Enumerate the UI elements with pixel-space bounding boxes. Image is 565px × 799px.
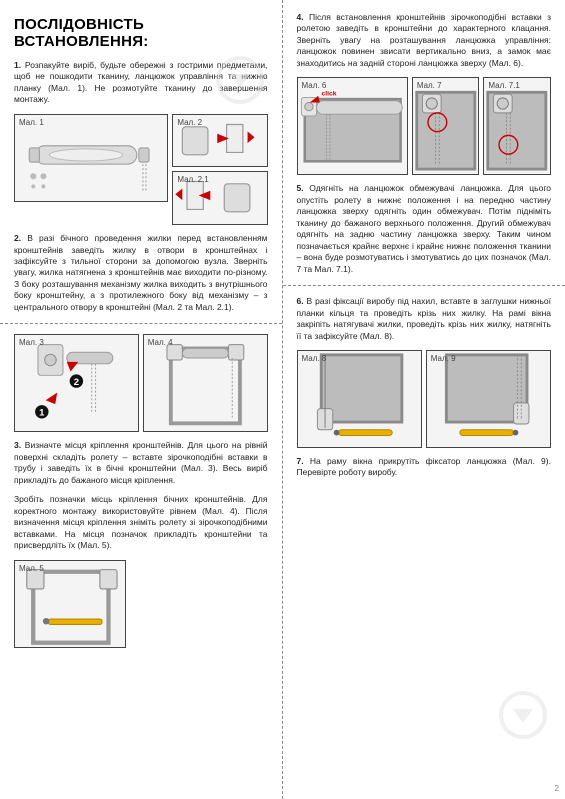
figure-label: Мал. 6	[302, 81, 327, 90]
figure-1: Мал. 1	[14, 114, 168, 202]
watermark-icon	[216, 56, 264, 104]
left-column: ПОСЛІДОВНІСТЬ ВСТАНОВЛЕННЯ: 1. Розпакуйт…	[0, 0, 283, 799]
watermark-icon	[499, 691, 547, 739]
figure-label: Мал. 2.1	[177, 175, 208, 184]
figure-7-1: Мал. 7.1	[483, 77, 551, 175]
paragraph-3b: Зробіть позначки місць кріплення бічних …	[14, 494, 268, 551]
figure-row-5: Мал. 8 Мал. 9	[297, 350, 552, 448]
figure-label: Мал. 2	[177, 118, 202, 127]
figure-2-1: Мал. 2.1	[172, 171, 267, 225]
figure-label: Мал. 7.1	[488, 81, 519, 90]
figure-label: Мал. 9	[431, 354, 456, 363]
figure-row-4: Мал. 6 click Мал. 7	[297, 77, 552, 175]
divider	[283, 285, 565, 286]
paragraph-6: 6. В разі фіксації виробу під нахил, вст…	[297, 296, 552, 342]
figure-label: Мал. 4	[148, 338, 173, 347]
paragraph-3: 3. Визначте місця кріплення кронштейнів.…	[14, 440, 268, 486]
figure-label: Мал. 5	[19, 564, 44, 573]
figure-7: Мал. 7	[412, 77, 480, 175]
figure-3: Мал. 3 2 1	[14, 334, 139, 432]
figure-label: Мал. 1	[19, 118, 44, 127]
figure-label: Мал. 7	[417, 81, 442, 90]
figure-6: Мал. 6 click	[297, 77, 408, 175]
page-title: ПОСЛІДОВНІСТЬ ВСТАНОВЛЕННЯ:	[14, 16, 268, 50]
paragraph-4: 4. Після встановлення кронштейнів зірочк…	[297, 12, 552, 69]
click-label: click	[321, 91, 336, 98]
figure-8: Мал. 8	[297, 350, 422, 448]
svg-text:1: 1	[39, 408, 45, 419]
figure-9: Мал. 9	[426, 350, 551, 448]
page-number: 2	[555, 784, 559, 793]
paragraph-2: 2. В разі бічного проведення жилки перед…	[14, 233, 268, 313]
divider	[0, 323, 282, 324]
figure-row-1: Мал. 1 Мал. 2	[14, 114, 268, 225]
svg-text:2: 2	[74, 377, 79, 388]
figure-label: Мал. 3	[19, 338, 44, 347]
right-column: 4. Після встановлення кронштейнів зірочк…	[283, 0, 565, 799]
figure-4: Мал. 4	[143, 334, 268, 432]
paragraph-5: 5. Одягніть на ланцюжок обмежувачі ланцю…	[297, 183, 552, 275]
page: ПОСЛІДОВНІСТЬ ВСТАНОВЛЕННЯ: 1. Розпакуйт…	[0, 0, 565, 799]
figure-label: Мал. 8	[302, 354, 327, 363]
figure-row-3: Мал. 5	[14, 560, 268, 648]
figure-2: Мал. 2	[172, 114, 267, 168]
figure-row-2: Мал. 3 2 1 Мал. 4	[14, 334, 268, 432]
figure-5: Мал. 5	[14, 560, 126, 648]
paragraph-7: 7. На раму вікна прикрутіть фіксатор лан…	[297, 456, 552, 479]
